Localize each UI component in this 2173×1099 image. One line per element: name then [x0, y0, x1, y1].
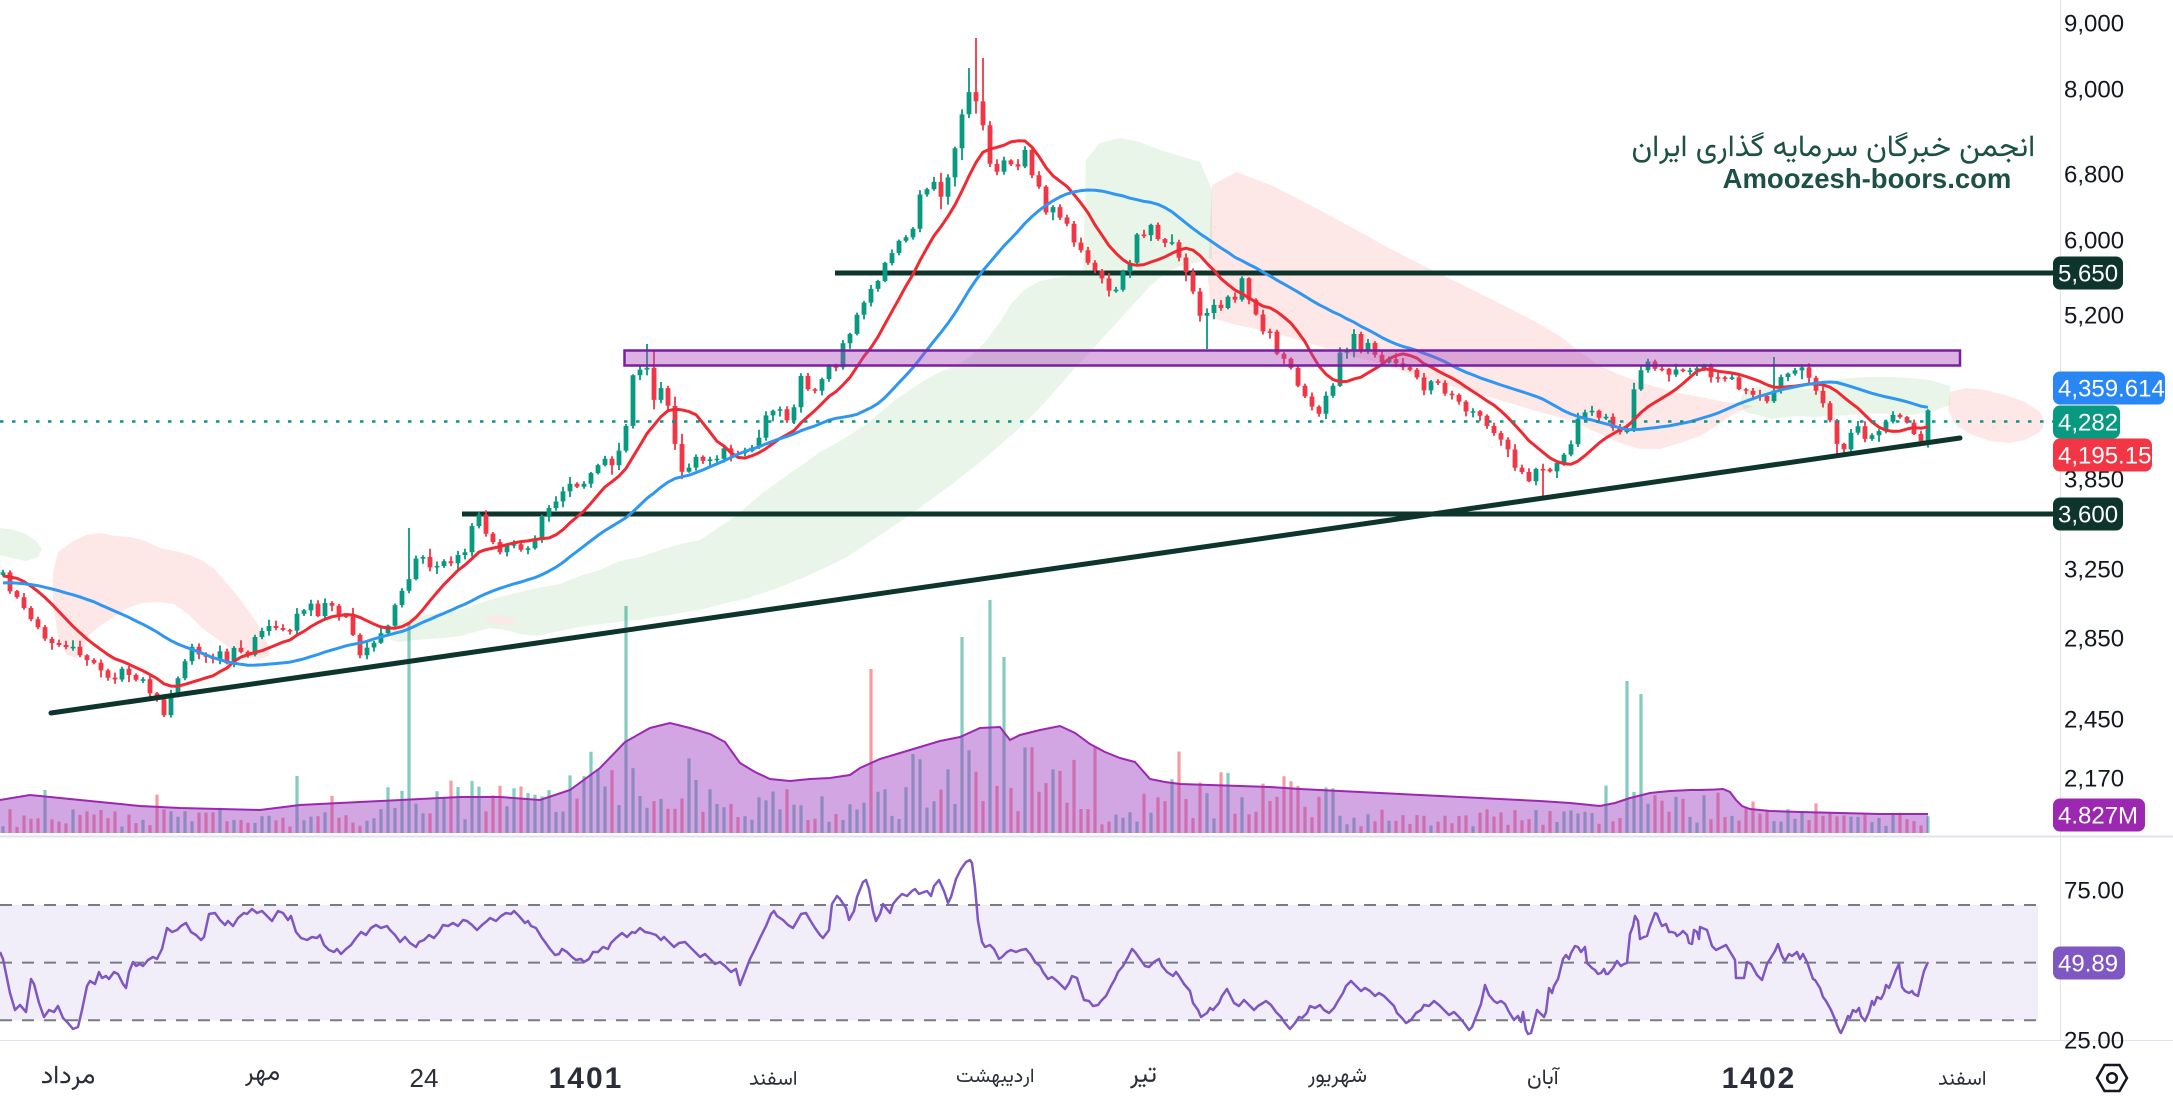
svg-text:3,600: 3,600 — [2058, 502, 2118, 529]
svg-text:5,200: 5,200 — [2064, 303, 2124, 330]
svg-text:75.00: 75.00 — [2064, 878, 2124, 905]
svg-text:2,450: 2,450 — [2064, 707, 2124, 734]
svg-text:2,170: 2,170 — [2064, 766, 2124, 793]
svg-text:2,850: 2,850 — [2064, 626, 2124, 653]
svg-text:49.89: 49.89 — [2058, 951, 2118, 978]
svg-text:25.00: 25.00 — [2064, 1028, 2124, 1055]
svg-text:24: 24 — [410, 1063, 439, 1093]
svg-text:9,000: 9,000 — [2064, 11, 2124, 38]
svg-text:4.827M: 4.827M — [2058, 803, 2138, 830]
svg-text:8,000: 8,000 — [2064, 77, 2124, 104]
svg-text:1401: 1401 — [549, 1062, 624, 1095]
svg-text:6,800: 6,800 — [2064, 162, 2124, 189]
svg-text:4,282: 4,282 — [2058, 410, 2118, 437]
svg-text:5,650: 5,650 — [2058, 261, 2118, 288]
svg-text:4,359.614: 4,359.614 — [2058, 376, 2165, 403]
svg-text:Amoozesh-boors.com: Amoozesh-boors.com — [1723, 163, 2012, 194]
svg-text:6,000: 6,000 — [2064, 228, 2124, 255]
svg-text:1402: 1402 — [1722, 1062, 1797, 1095]
svg-text:4,195.15: 4,195.15 — [2058, 443, 2151, 470]
svg-text:3,250: 3,250 — [2064, 557, 2124, 584]
